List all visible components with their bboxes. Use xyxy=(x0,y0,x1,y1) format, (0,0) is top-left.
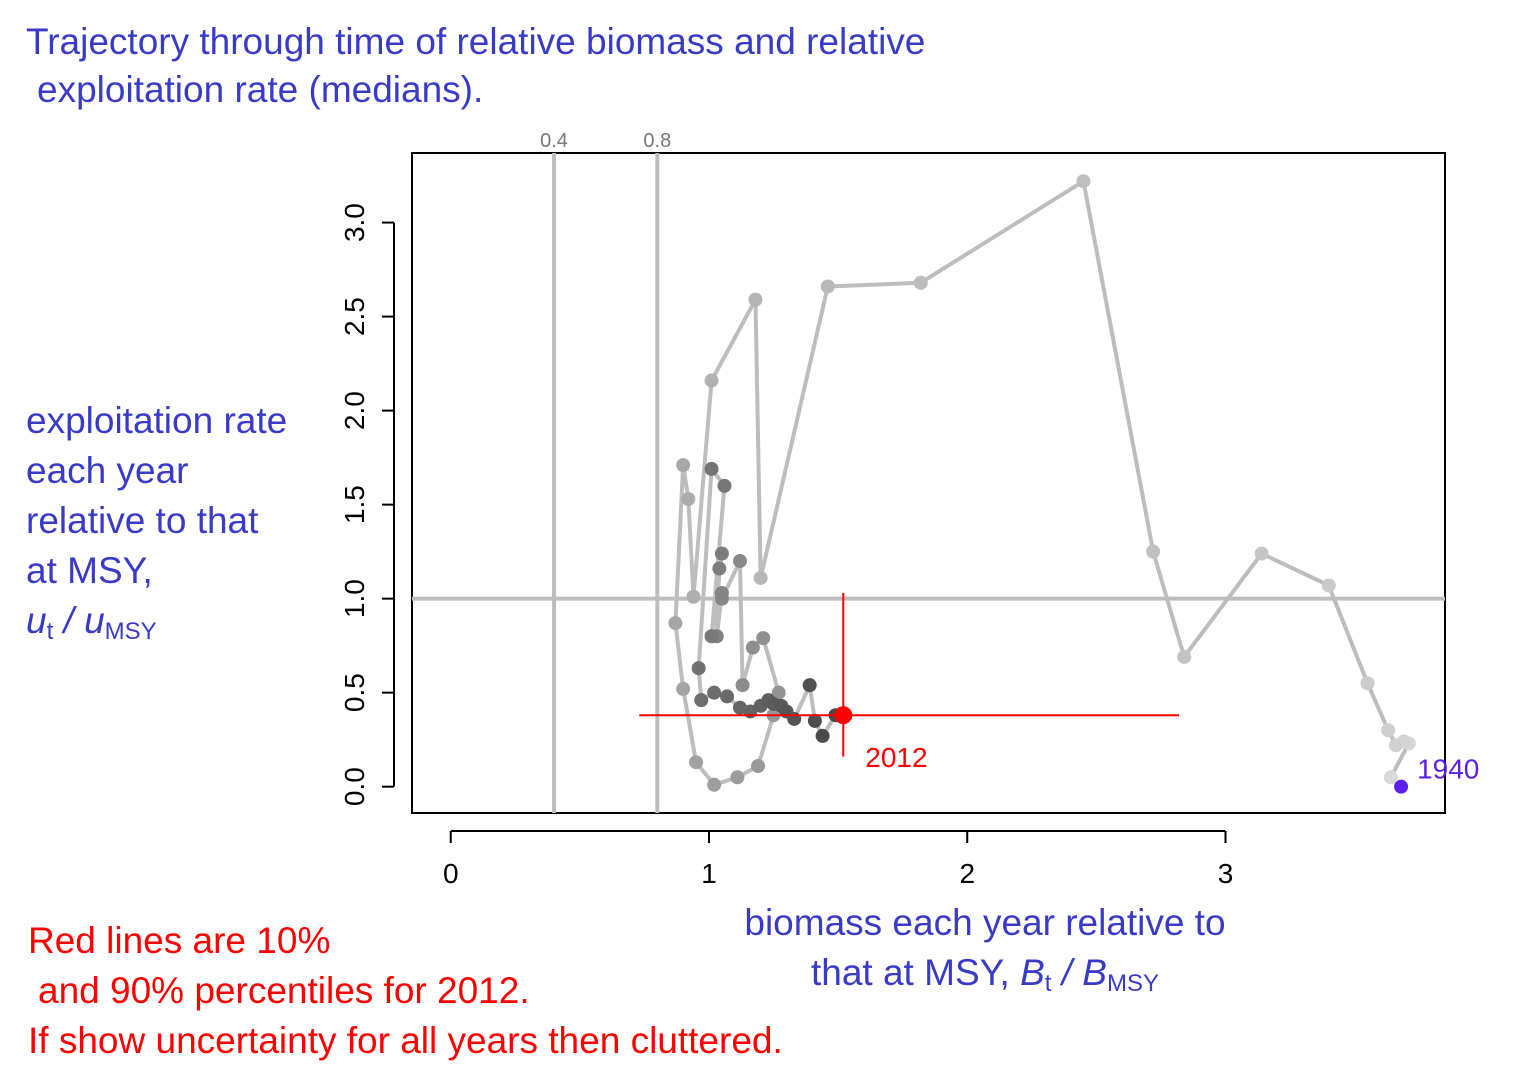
interval-2012 xyxy=(639,593,1180,757)
trajectory-point xyxy=(1146,544,1161,559)
trajectory-point xyxy=(668,616,683,631)
trajectory-point xyxy=(1383,770,1398,785)
trajectory-point xyxy=(753,570,768,585)
trajectory-point xyxy=(704,373,719,388)
trajectory-point xyxy=(787,711,802,726)
trajectory-point xyxy=(732,554,747,569)
trajectory-point xyxy=(730,770,745,785)
note-line-1: Red lines are 10% xyxy=(28,920,331,961)
y-tick-label-6: 3.0 xyxy=(339,203,370,242)
note-line-3: If show uncertainty for all years then c… xyxy=(28,1020,783,1061)
reference-lines: 0.4 0.8 xyxy=(412,130,1445,813)
trajectory-point xyxy=(681,491,696,506)
trajectory-point xyxy=(820,279,835,294)
ylabel-line-4: at MSY, xyxy=(26,550,153,591)
trajectory-point xyxy=(751,758,766,773)
trajectory-point xyxy=(707,685,722,700)
vline-label-1: 0.8 xyxy=(643,130,671,152)
x-tick-label-3: 3 xyxy=(1218,858,1234,889)
trajectory-point xyxy=(717,478,732,493)
trajectory-point xyxy=(1381,723,1396,738)
chart-title: Trajectory through time of relative biom… xyxy=(26,18,1126,114)
title-line-1: Trajectory through time of relative biom… xyxy=(26,21,926,62)
y-axis: 0.0 0.5 1.0 1.5 2.0 2.5 3.0 xyxy=(339,203,395,806)
ylabel-u: u xyxy=(26,600,47,641)
ylabel-u2: u xyxy=(84,600,105,641)
trajectory-point xyxy=(1076,174,1091,189)
ylabel-line-1: exploitation rate xyxy=(26,400,288,441)
trajectory-point xyxy=(1388,738,1403,753)
end-year-label: 2012 xyxy=(865,742,927,773)
trajectory-point xyxy=(745,640,760,655)
start-year-label: 1940 xyxy=(1417,754,1479,785)
trajectory-point xyxy=(1321,578,1336,593)
xlabel-B2: B xyxy=(1082,952,1107,993)
trajectory-point xyxy=(1360,676,1375,691)
ylabel-t: t xyxy=(46,618,54,645)
x-tick-label-1: 1 xyxy=(701,858,717,889)
end-point-marker xyxy=(834,706,853,725)
trajectory-point xyxy=(694,693,709,708)
y-tick-label-5: 2.5 xyxy=(339,297,370,336)
trajectory-point xyxy=(704,629,719,644)
trajectory-point xyxy=(691,661,706,676)
trajectory-point xyxy=(815,728,830,743)
trajectory-point xyxy=(686,589,701,604)
xlabel-t: t xyxy=(1044,970,1052,997)
ylabel-slash: / xyxy=(53,600,85,641)
y-tick-label-0: 0.0 xyxy=(339,767,370,806)
ylabel-line-2: each year xyxy=(26,450,189,491)
y-tick-label-3: 1.5 xyxy=(339,485,370,524)
note-line-2: and 90% percentiles for 2012. xyxy=(38,970,530,1011)
trajectory-point xyxy=(714,586,729,600)
trajectory-point xyxy=(720,689,735,704)
trajectory-point xyxy=(807,713,822,728)
point-labels: 1940 2012 xyxy=(865,742,1479,784)
x-axis-label: biomass each year relative to that at MS… xyxy=(690,898,1280,1009)
trajectory-point xyxy=(689,755,704,770)
trajectory-point xyxy=(712,561,727,576)
trajectory-point xyxy=(676,458,691,473)
trajectory-lines xyxy=(673,179,1411,789)
trajectory-point xyxy=(676,681,691,696)
trajectory-point xyxy=(756,631,771,646)
uncertainty-note: Red lines are 10% and 90% percentiles fo… xyxy=(28,916,928,1066)
trajectory-point xyxy=(704,461,719,476)
y-tick-label-1: 0.5 xyxy=(339,673,370,712)
plot-frame xyxy=(411,152,1446,814)
trajectory-point xyxy=(707,777,722,792)
trajectory-point xyxy=(714,546,729,561)
trajectory-points xyxy=(668,174,1416,794)
ylabel-formula: ut / uMSY xyxy=(26,596,336,657)
y-tick-label-2: 1.0 xyxy=(339,579,370,618)
xlabel-msy: MSY xyxy=(1106,970,1159,997)
x-tick-label-0: 0 xyxy=(443,858,459,889)
y-axis-label: exploitation rate each year relative to … xyxy=(26,396,336,657)
xlabel-line-1: biomass each year relative to xyxy=(744,902,1226,943)
xlabel-line-2: that at MSY, Bt / BMSY xyxy=(690,948,1280,1009)
trajectory-point xyxy=(913,275,928,290)
y-tick-label-4: 2.0 xyxy=(339,391,370,430)
start-point xyxy=(1394,779,1409,794)
x-axis: 0 1 2 3 xyxy=(443,830,1234,889)
trajectory-point xyxy=(735,678,750,693)
xlabel-slash: / xyxy=(1051,952,1083,993)
ylabel-line-3: relative to that xyxy=(26,500,259,541)
xlabel-prefix: that at MSY, xyxy=(810,952,1021,993)
trajectory-point xyxy=(1254,546,1269,561)
x-tick-label-2: 2 xyxy=(959,858,975,889)
trajectory-point xyxy=(748,292,763,307)
xlabel-B: B xyxy=(1020,952,1045,993)
ylabel-msy: MSY xyxy=(104,618,157,645)
trajectory-point xyxy=(802,678,817,693)
trajectory-point xyxy=(1177,649,1192,664)
title-line-2: exploitation rate (medians). xyxy=(37,69,484,110)
trajectory-line xyxy=(673,179,1411,789)
vline-label-0: 0.4 xyxy=(540,130,568,152)
trajectory-point xyxy=(771,685,786,700)
